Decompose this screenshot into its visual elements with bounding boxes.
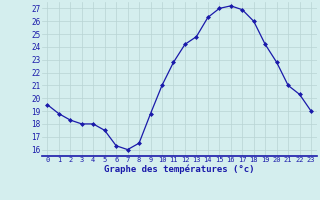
X-axis label: Graphe des températures (°c): Graphe des températures (°c) — [104, 165, 254, 174]
